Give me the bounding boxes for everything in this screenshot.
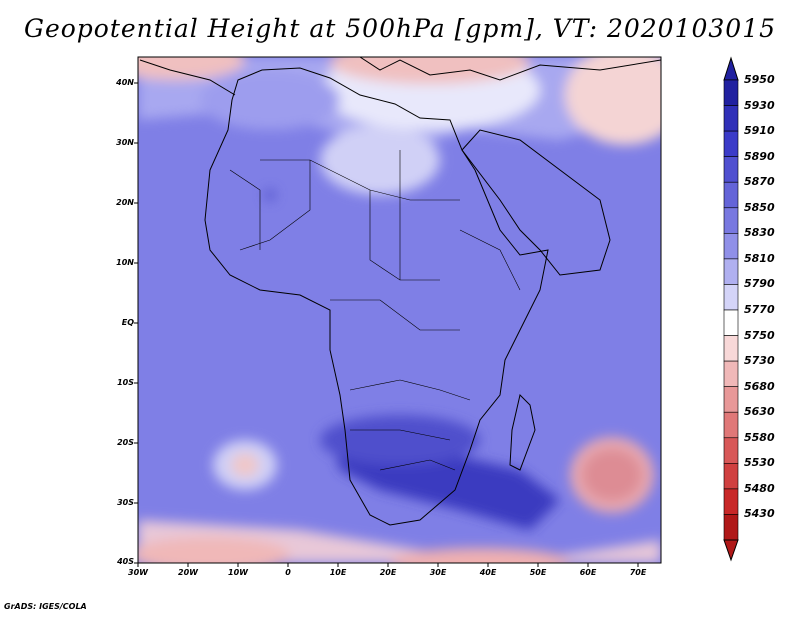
lat-label-30s: 30S [117,498,134,507]
madagascar-coastline [509,394,536,471]
europe-coastline [359,57,661,81]
colorbar-swatch [723,284,739,311]
field-cutoff-core [582,449,642,501]
colorbar-label: 5730 [744,354,775,368]
lon-label-10e: 10E [329,568,347,577]
lat-label-10n: 10N [116,258,134,267]
field-ne-trough [565,57,661,145]
lon-label-30e: 30E [429,568,447,577]
colorbar-swatch [723,463,739,490]
colorbar-label: 5910 [744,124,775,138]
colorbar-swatch [723,335,739,362]
colorbar-swatch [723,79,739,106]
colorbar-label: 5480 [744,481,775,495]
colorbar-label: 5790 [744,277,775,291]
lat-label-40s: 40S [117,557,134,566]
field-south-ridge-outer [320,415,480,465]
lon-label-20e: 20E [379,568,397,577]
colorbar-top-arrow [723,56,739,81]
country-borders [229,150,521,471]
lat-label-30n: 30N [116,138,134,147]
colorbar-swatch [723,181,739,209]
field-med-trough [330,57,530,84]
lat-label-20s: 20S [117,438,134,447]
lon-ticks [137,563,639,567]
colorbar-swatch [723,105,739,132]
colorbar-swatch [723,411,739,439]
border-9 [229,169,261,250]
iberia-coastline [139,59,236,96]
map-title: Geopotential Height at 500hPa [gpm], VT:… [23,14,777,43]
colorbar-label: 5810 [744,251,775,265]
field-nw-light [200,70,340,130]
border-10 [459,229,521,291]
colorbar-label: 5580 [744,430,775,444]
field-sw-low [138,537,290,563]
border-7 [350,429,451,441]
colorbar-label: 5680 [744,379,775,393]
africa-coastline [204,67,549,526]
lat-label-40n: 40N [116,78,134,87]
lat-ticks [134,82,138,564]
colorbar-swatch [723,437,739,464]
colorbar-label: 5850 [744,200,775,214]
lon-label-20w: 20W [178,568,198,577]
colorbar-label: 5870 [744,175,775,189]
grads-credit: GrADS: IGES/COLA [4,602,87,611]
lat-label-20n: 20N [116,198,134,207]
colorbar [723,56,739,562]
colorbar-swatch [723,156,739,183]
colorbar-label: 5530 [744,456,775,470]
colorbar-label: 5830 [744,226,775,240]
colorbar-swatch [723,207,739,234]
border-2 [239,160,311,251]
colorbar-swatch [723,386,739,413]
colorbar-bottom-arrow [723,539,739,562]
field-atlantic-low-core [231,453,259,477]
colorbar-swatch [723,130,739,157]
lon-label-10w: 10W [228,568,248,577]
lon-label-40e: 40E [479,568,497,577]
colorbar-swatch [723,233,739,260]
lon-label-50e: 50E [529,568,547,577]
lon-label-0: 0 [285,568,291,577]
colorbar-label: 5770 [744,303,775,316]
border-3 [369,190,440,281]
colorbar-swatch [723,514,739,541]
border-5 [330,299,460,331]
colorbar-swatch [723,360,739,387]
colorbar-swatch [723,309,739,336]
border-8 [379,459,456,471]
lon-label-30w: 30W [128,568,148,577]
field-small-high [264,189,276,201]
colorbar-swatch [723,258,739,285]
coastlines [139,57,661,526]
colorbar-label: 5430 [744,507,775,521]
colorbar-label: 5890 [744,149,775,163]
geopotential-field [138,57,661,563]
border-6 [349,379,471,401]
field-nw-trough [138,57,245,80]
lat-label-eq: EQ [121,318,134,327]
lon-label-70e: 70E [629,568,647,577]
colorbar-label: 5930 [744,98,775,112]
map-frame [137,56,662,564]
colorbar-label: 5630 [744,405,775,419]
field-sahara-high [320,125,440,195]
colorbar-swatch [723,488,739,515]
lon-label-60e: 60E [579,568,597,577]
field-s-low [390,548,570,563]
colorbar-label: 5950 [744,73,775,86]
colorbar-label: 5750 [744,328,775,342]
arabia-coastline [461,129,611,276]
lat-label-10s: 10S [117,378,134,387]
